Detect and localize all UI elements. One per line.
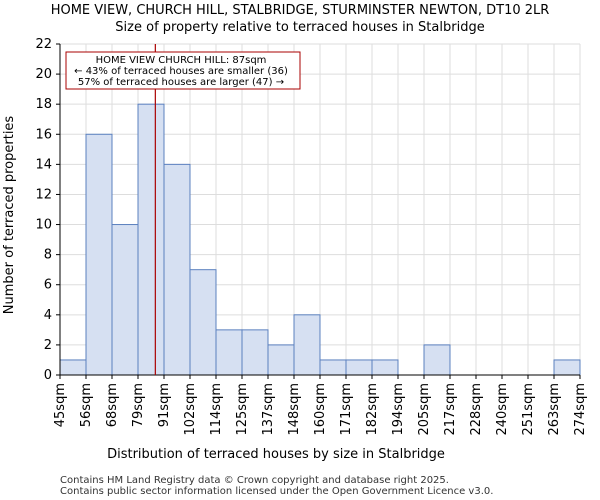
y-tick-label-0: 0 <box>44 368 52 383</box>
y-tick-label-1: 2 <box>44 338 52 353</box>
x-tick-label-11: 171sqm <box>339 383 354 436</box>
bar-1 <box>85 133 113 376</box>
bar-0 <box>59 359 87 376</box>
y-tick-label-3: 6 <box>44 278 52 293</box>
x-axis-label: Distribution of terraced houses by size … <box>107 447 445 462</box>
x-tick-label-20: 274sqm <box>573 383 588 436</box>
chart-title: HOME VIEW, CHURCH HILL, STALBRIDGE, STUR… <box>51 3 550 18</box>
bar-14 <box>423 344 451 376</box>
footer-line-2: Contains public sector information licen… <box>60 486 493 497</box>
bar-3 <box>137 103 165 376</box>
x-tick-label-3: 79sqm <box>131 383 146 427</box>
x-tick-label-17: 240sqm <box>495 383 510 436</box>
y-tick-label-2: 4 <box>44 308 52 323</box>
x-tick-label-7: 125sqm <box>235 383 250 436</box>
x-tick-label-13: 194sqm <box>391 383 406 436</box>
annotation-line-0: HOME VIEW CHURCH HILL: 87sqm <box>96 55 267 66</box>
x-tick-label-19: 263sqm <box>547 383 562 436</box>
footer-line-1: Contains HM Land Registry data © Crown c… <box>60 475 449 486</box>
axes <box>56 43 581 379</box>
bar-7 <box>241 329 269 376</box>
x-tick-labels: 45sqm 56sqm 68sqm 79sqm 91sqm 102sqm 114sqm 125… <box>53 383 588 436</box>
x-tick-label-9: 148sqm <box>287 383 302 436</box>
y-tick-label-11: 22 <box>35 37 52 52</box>
x-tick-label-15: 217sqm <box>443 383 458 436</box>
y-tick-label-10: 20 <box>35 67 52 82</box>
bar-5 <box>189 269 217 376</box>
bars <box>59 103 581 376</box>
x-tick-label-14: 205sqm <box>417 383 432 436</box>
bar-19 <box>553 359 581 376</box>
annotation-line-2: 57% of terraced houses are larger (47) → <box>78 77 284 88</box>
x-tick-label-4: 91sqm <box>157 383 172 427</box>
bar-8 <box>267 344 295 376</box>
bar-12 <box>371 359 399 376</box>
y-tick-label-5: 10 <box>35 218 52 233</box>
bar-4 <box>163 163 191 376</box>
marker: HOME VIEW CHURCH HILL: 87sqm← 43% of ter… <box>65 44 301 375</box>
y-axis-label: Number of terraced properties <box>2 116 17 315</box>
x-tick-label-18: 251sqm <box>521 383 536 436</box>
x-tick-label-12: 182sqm <box>365 383 380 436</box>
bar-9 <box>293 314 321 376</box>
y-tick-label-7: 14 <box>35 157 52 172</box>
y-tick-label-8: 16 <box>35 127 52 142</box>
y-tick-label-6: 12 <box>35 187 52 202</box>
x-tick-label-5: 102sqm <box>183 383 198 436</box>
y-tick-labels: 0 2 4 6 8 10 12 14 16 18 20 22 <box>35 37 52 383</box>
y-tick-label-4: 8 <box>44 248 52 263</box>
x-tick-label-6: 114sqm <box>209 383 224 436</box>
bar-6 <box>215 329 243 376</box>
annotation-line-1: ← 43% of terraced houses are smaller (36… <box>74 66 288 77</box>
x-tick-label-1: 56sqm <box>79 383 94 427</box>
y-tick-label-9: 18 <box>35 97 52 112</box>
x-tick-label-8: 137sqm <box>261 383 276 436</box>
x-tick-label-0: 45sqm <box>53 383 68 427</box>
chart-subtitle: Size of property relative to terraced ho… <box>115 20 484 35</box>
bar-11 <box>345 359 373 376</box>
x-tick-label-16: 228sqm <box>469 383 484 436</box>
bar-2 <box>111 224 139 376</box>
annotation-box <box>65 51 301 90</box>
x-tick-label-2: 68sqm <box>105 383 120 427</box>
bar-10 <box>319 359 347 376</box>
x-tick-label-10: 160sqm <box>313 383 328 436</box>
